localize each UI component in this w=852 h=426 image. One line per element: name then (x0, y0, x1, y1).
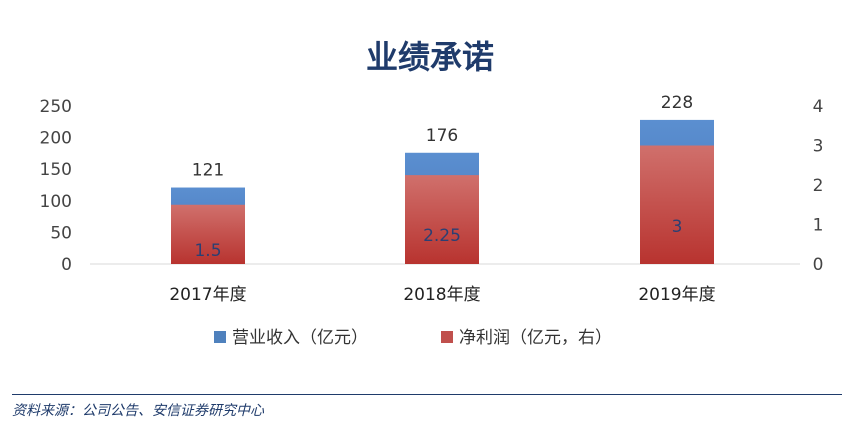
revenue-data-label: 176 (426, 126, 458, 146)
right-axis-tick-label: 4 (813, 97, 824, 117)
right-axis-tick-label: 0 (813, 255, 824, 275)
net-profit-data-label: 1.5 (194, 241, 221, 261)
legend-swatch (214, 331, 226, 343)
right-axis-tick-label: 1 (813, 216, 824, 236)
legend-swatch (441, 331, 453, 343)
category-label: 2017年度 (169, 285, 246, 305)
category-label: 2019年度 (638, 285, 715, 305)
revenue-data-label: 228 (661, 93, 693, 113)
right-axis-tick-label: 2 (813, 176, 824, 196)
plot-area: 0 50 100 150 200 250 0 1 2 3 4 121 1.5 2017年度 176 2.25 2… (40, 93, 824, 305)
net-profit-bar (405, 175, 479, 264)
revenue-data-label: 121 (192, 161, 224, 181)
legend: 营业收入（亿元） 净利润（亿元，右） (214, 328, 612, 348)
source-note: 资料来源：公司公告、安信证券研究中心 (12, 403, 264, 419)
divider (12, 394, 842, 395)
left-axis-tick-label: 250 (40, 97, 72, 117)
left-axis-tick-label: 50 (50, 223, 72, 243)
right-axis-tick-label: 3 (813, 137, 824, 157)
net-profit-bar (640, 145, 714, 264)
chart: 业绩承诺 0 50 100 150 200 250 0 1 2 3 4 121 1.5 2017年度 176… (40, 38, 824, 348)
category-label: 2018年度 (403, 285, 480, 305)
left-axis-tick-label: 0 (61, 255, 72, 275)
net-profit-data-label: 2.25 (423, 226, 461, 246)
legend-label: 营业收入（亿元） (232, 328, 368, 348)
left-axis-tick-label: 100 (40, 192, 72, 212)
chart-title: 业绩承诺 (366, 38, 494, 76)
net-profit-bar (171, 204, 245, 264)
left-axis-tick-label: 150 (40, 160, 72, 180)
net-profit-data-label: 3 (672, 217, 683, 237)
legend-label: 净利润（亿元，右） (459, 328, 612, 348)
left-axis-tick-label: 200 (40, 129, 72, 149)
